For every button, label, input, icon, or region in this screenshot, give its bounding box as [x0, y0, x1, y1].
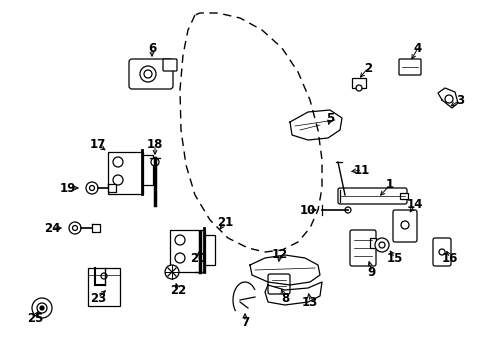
Circle shape	[175, 235, 184, 245]
Circle shape	[113, 175, 123, 185]
Circle shape	[195, 231, 204, 241]
Bar	[108, 152, 142, 194]
Text: 11: 11	[353, 163, 369, 176]
Circle shape	[444, 95, 452, 103]
FancyBboxPatch shape	[432, 238, 450, 266]
Text: 2: 2	[363, 62, 371, 75]
FancyBboxPatch shape	[163, 59, 177, 71]
Circle shape	[164, 265, 179, 279]
Bar	[204, 235, 215, 265]
Circle shape	[113, 157, 123, 167]
Circle shape	[175, 253, 184, 263]
Text: 8: 8	[280, 292, 288, 305]
Text: 23: 23	[90, 292, 106, 305]
Circle shape	[69, 222, 81, 234]
Text: 24: 24	[44, 221, 60, 234]
Bar	[170, 230, 204, 272]
Text: 19: 19	[60, 181, 76, 194]
Circle shape	[140, 66, 156, 82]
Bar	[88, 268, 120, 306]
Text: 15: 15	[386, 252, 403, 265]
Circle shape	[72, 225, 77, 230]
Circle shape	[378, 242, 384, 248]
Circle shape	[40, 306, 44, 310]
Text: 14: 14	[406, 198, 422, 211]
Circle shape	[86, 182, 98, 194]
Circle shape	[400, 221, 408, 229]
Text: 1: 1	[385, 179, 393, 192]
Bar	[399, 193, 407, 199]
Text: 4: 4	[413, 41, 421, 54]
Text: 21: 21	[217, 216, 233, 229]
Text: 25: 25	[27, 311, 43, 324]
Bar	[142, 155, 153, 185]
Text: 9: 9	[367, 266, 375, 279]
FancyBboxPatch shape	[349, 230, 375, 266]
Text: 17: 17	[90, 139, 106, 152]
Text: 5: 5	[325, 112, 333, 125]
Circle shape	[438, 249, 444, 255]
Text: 13: 13	[301, 296, 318, 309]
Text: 20: 20	[189, 252, 206, 265]
Text: 22: 22	[169, 284, 186, 297]
Circle shape	[32, 298, 52, 318]
Circle shape	[374, 238, 388, 252]
Bar	[351, 78, 365, 88]
Circle shape	[37, 303, 47, 313]
Circle shape	[143, 70, 152, 78]
Text: 16: 16	[441, 252, 457, 265]
FancyBboxPatch shape	[398, 59, 420, 75]
FancyBboxPatch shape	[267, 274, 289, 294]
FancyBboxPatch shape	[337, 188, 406, 204]
Text: 18: 18	[146, 139, 163, 152]
FancyBboxPatch shape	[392, 210, 416, 242]
FancyBboxPatch shape	[129, 59, 173, 89]
Text: 6: 6	[147, 41, 156, 54]
Circle shape	[151, 158, 159, 166]
Text: 3: 3	[455, 94, 463, 107]
Text: 7: 7	[241, 315, 248, 328]
Circle shape	[345, 207, 350, 213]
Circle shape	[355, 85, 361, 91]
Text: 10: 10	[299, 203, 315, 216]
Circle shape	[89, 185, 94, 190]
Bar	[369, 238, 375, 248]
Circle shape	[101, 273, 107, 279]
Text: 12: 12	[271, 248, 287, 261]
